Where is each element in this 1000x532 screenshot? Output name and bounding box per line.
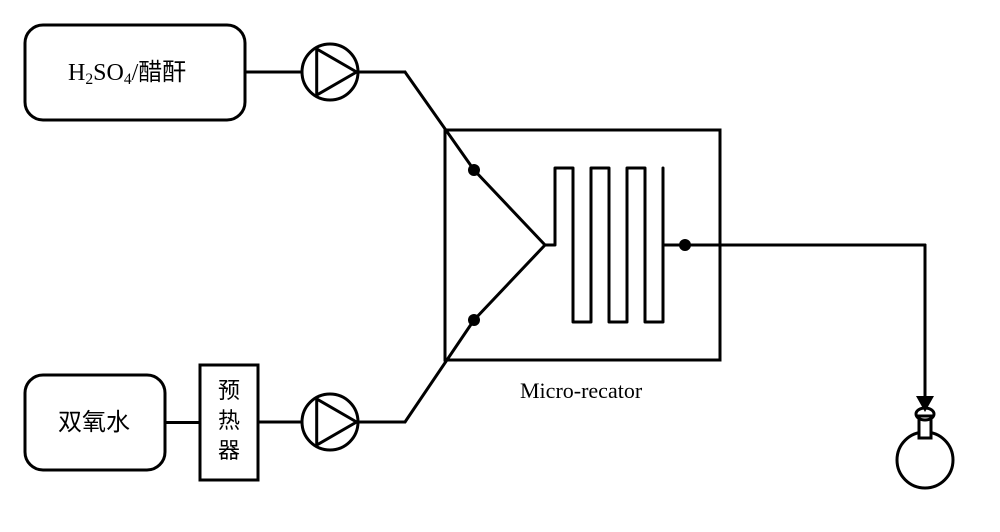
micro-reactor: Micro-recator [445, 130, 720, 403]
preheater-label-line: 预 [218, 378, 240, 403]
pump2-icon [302, 394, 358, 450]
feed2-box: 双氧水 [25, 375, 165, 470]
feed1-box: H2SO4/醋酐 [25, 25, 245, 120]
feed2-label: 双氧水 [58, 409, 130, 436]
feed1-label: H2SO4/醋酐 [68, 59, 186, 88]
flask-icon [897, 408, 953, 488]
preheater-label-line: 器 [218, 438, 240, 463]
preheater-box: 预热器 [200, 365, 258, 480]
reactor-label: Micro-recator [520, 378, 643, 403]
preheater-label-line: 热 [218, 408, 240, 433]
pump1-icon [302, 44, 358, 100]
